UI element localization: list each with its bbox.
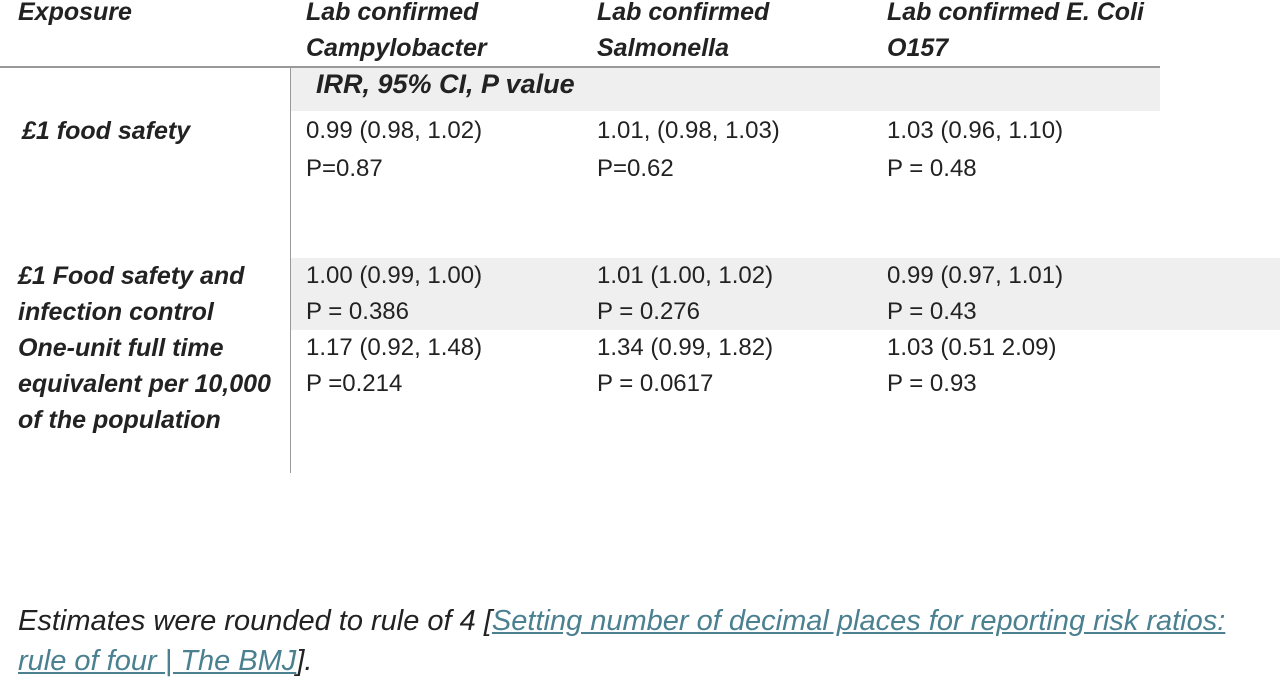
column-rule [290,67,291,473]
column-header: Lab confirmed Campylobacter [306,0,487,62]
cell-text: P = 0.93 [887,370,977,397]
cell-text: 1.03 (0.51 2.09) [887,334,1057,361]
cell-text: P = 0.43 [887,298,977,325]
cell-text: 1.01 (1.00, 1.02) [597,262,774,289]
cell-text: P=0.62 [597,155,674,182]
footnote: Estimates were rounded to rule of 4 [Set… [18,601,1280,681]
cell-text: 1.01, (0.98, 1.03) [597,117,780,144]
footnote-end: ]. [296,645,313,677]
cell-text: P = 0.386 [306,298,409,325]
column-header: Lab confirmed Salmonella [597,0,770,62]
cell-text: P=0.87 [306,155,383,182]
footnote-text: Estimates were rounded to rule of 4 [ [18,605,492,637]
cell-text: P = 0.276 [597,298,700,325]
column-header: Lab confirmed E. Coli O157 [887,0,1144,62]
cell-text: P =0.214 [306,370,403,397]
footnote-link[interactable]: Setting number of decimal places for rep… [18,605,1226,677]
cell-text: P = 0.48 [887,155,977,182]
row-label: £1 food safety [22,117,191,145]
cell-text: 1.34 (0.99, 1.82) [597,334,774,361]
row-label: £1 Food safety and infection control [18,262,245,326]
row-label: One-unit full time equivalent per 10,000… [18,334,271,434]
column-header: Exposure [18,0,132,26]
row-band [290,258,1280,330]
subheader-band [290,67,1160,111]
cell-text: P = 0.0617 [597,370,714,397]
cell-text: 1.03 (0.96, 1.10) [887,117,1064,144]
subheader: IRR, 95% CI, P value [316,69,575,99]
cell-text: 1.17 (0.92, 1.48) [306,334,483,361]
header-rule [0,66,1160,68]
cell-text: 1.00 (0.99, 1.00) [306,262,483,289]
cell-text: 0.99 (0.98, 1.02) [306,117,483,144]
cell-text: 0.99 (0.97, 1.01) [887,262,1064,289]
